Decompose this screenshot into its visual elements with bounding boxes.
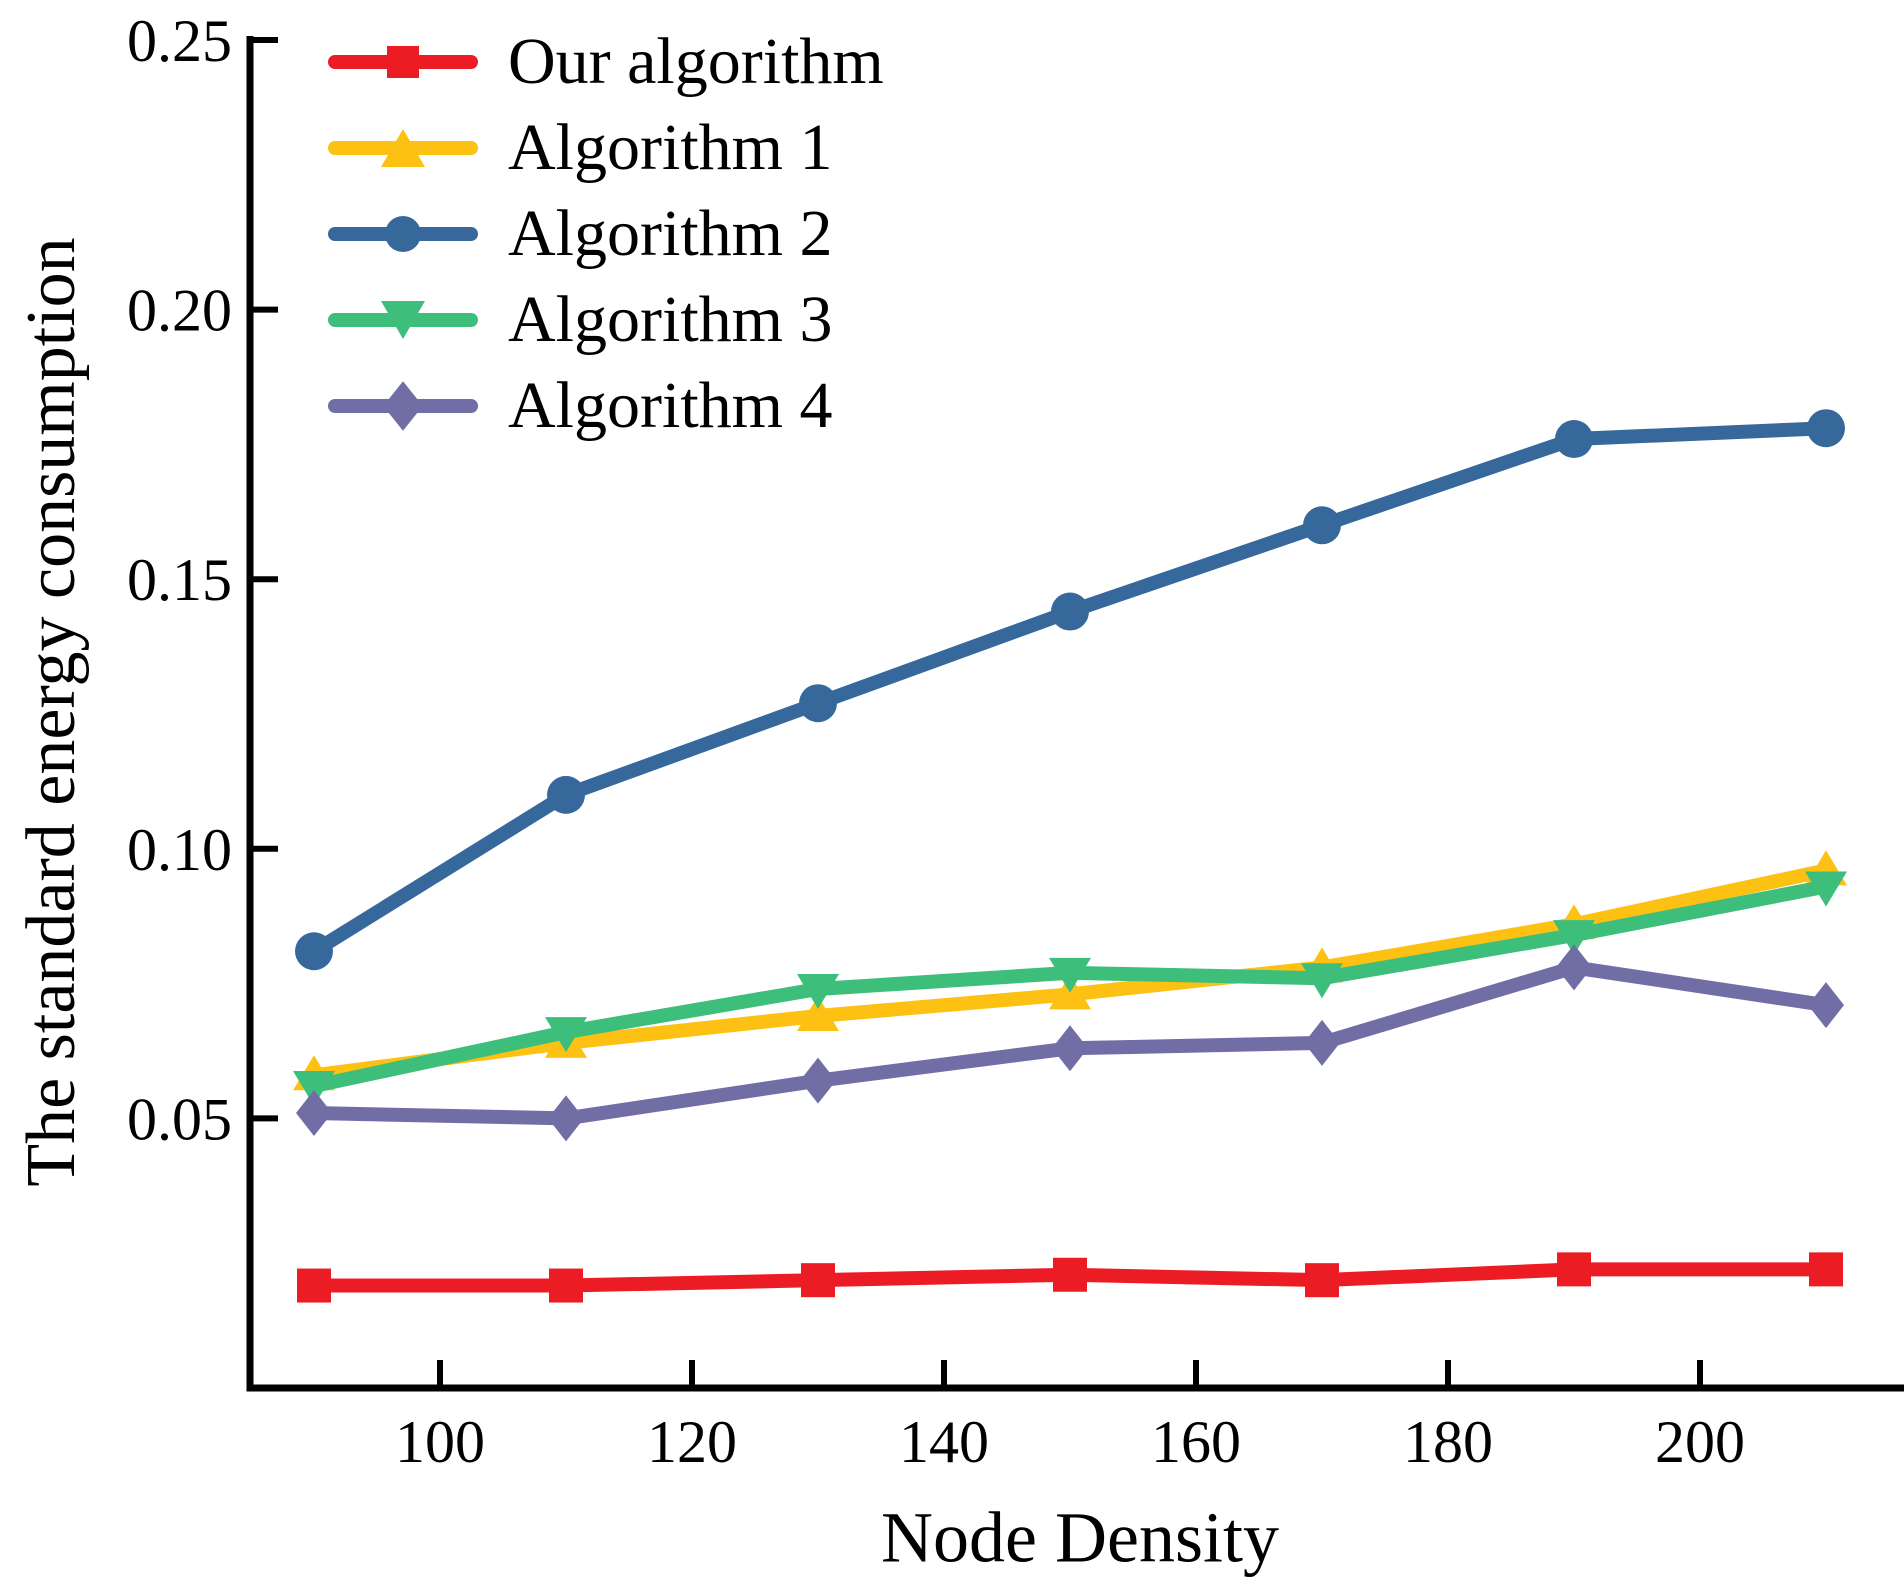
square-marker	[549, 1268, 583, 1303]
x-tick-label: 180	[1403, 1409, 1493, 1475]
legend-item: Algorithm 2	[328, 191, 884, 277]
diamond-marker	[800, 1057, 836, 1104]
square-marker	[1557, 1252, 1591, 1287]
legend: Our algorithm Algorithm 1 Algorithm 2 Algor…	[328, 19, 884, 449]
legend-item: Our algorithm	[328, 19, 884, 105]
y-tick-label: 0.20	[127, 278, 232, 344]
circle-marker	[1807, 409, 1845, 448]
y-tick-label: 0.10	[127, 817, 232, 883]
square-marker	[1305, 1263, 1339, 1298]
triangle-down-marker	[1553, 920, 1595, 956]
legend-item: Algorithm 1	[328, 105, 884, 191]
diamond-marker	[1808, 982, 1844, 1029]
y-axis-title: The standard energy consumption	[13, 237, 90, 1187]
legend-label: Algorithm 1	[508, 111, 833, 184]
series-line	[307, 421, 1833, 959]
legend-label: Algorithm 4	[508, 369, 833, 442]
square-marker	[1809, 1252, 1843, 1287]
diamond-marker	[1556, 944, 1592, 991]
triangle-down-marker	[1049, 957, 1091, 993]
square-marker	[297, 1268, 331, 1303]
circle-icon	[385, 216, 421, 252]
legend-label: Algorithm 2	[508, 197, 833, 270]
legend-swatch	[328, 39, 478, 85]
circle-marker	[1051, 592, 1089, 631]
triangle-down-marker	[1301, 963, 1343, 999]
circle-marker	[295, 932, 333, 971]
triangle-down-icon	[381, 301, 425, 339]
legend-item: Algorithm 3	[328, 277, 884, 363]
legend-label: Our algorithm	[508, 25, 884, 98]
triangle-up-marker	[797, 995, 839, 1031]
diamond-marker	[1304, 1019, 1340, 1066]
y-tick-label: 0.05	[127, 1086, 232, 1152]
square-marker	[1053, 1257, 1087, 1292]
square-icon	[387, 46, 419, 78]
legend-swatch	[328, 381, 478, 431]
diamond-marker	[548, 1095, 584, 1142]
legend-item: Algorithm 4	[328, 363, 884, 449]
triangle-down-marker	[545, 1017, 587, 1053]
diamond-marker	[1052, 1025, 1088, 1072]
y-tick-label: 0.15	[127, 547, 232, 613]
circle-marker	[1555, 420, 1593, 459]
legend-swatch	[328, 211, 478, 257]
legend-label: Algorithm 3	[508, 283, 833, 356]
x-tick-label: 160	[1151, 1409, 1241, 1475]
y-tick-label: 0.25	[127, 8, 232, 74]
circle-marker	[547, 775, 585, 814]
x-axis-title: Node Density	[881, 1497, 1279, 1578]
triangle-down-marker	[1805, 871, 1847, 907]
diamond-icon	[383, 381, 423, 431]
diamond-marker	[296, 1090, 332, 1137]
circle-marker	[1303, 506, 1341, 545]
triangle-down-marker	[293, 1071, 335, 1107]
legend-swatch	[328, 297, 478, 343]
x-tick-label: 140	[899, 1409, 989, 1475]
legend-swatch	[328, 125, 478, 171]
x-tick-label: 120	[647, 1409, 737, 1475]
circle-marker	[799, 684, 837, 723]
x-tick-label: 100	[395, 1409, 485, 1475]
x-tick-label: 200	[1655, 1409, 1745, 1475]
square-marker	[801, 1263, 835, 1298]
triangle-down-marker	[797, 973, 839, 1009]
triangle-up-icon	[381, 129, 425, 167]
